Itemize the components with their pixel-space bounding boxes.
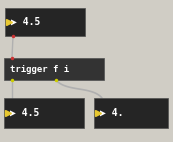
Text: ▶ 4.: ▶ 4. — [100, 108, 124, 118]
Text: ▶ 4.5: ▶ 4.5 — [11, 17, 40, 27]
Bar — [4, 58, 104, 80]
Bar — [5, 8, 85, 36]
Text: trigger f i: trigger f i — [10, 64, 69, 74]
Bar — [4, 98, 84, 128]
Bar — [94, 98, 168, 128]
Text: ▶ 4.5: ▶ 4.5 — [10, 108, 39, 118]
